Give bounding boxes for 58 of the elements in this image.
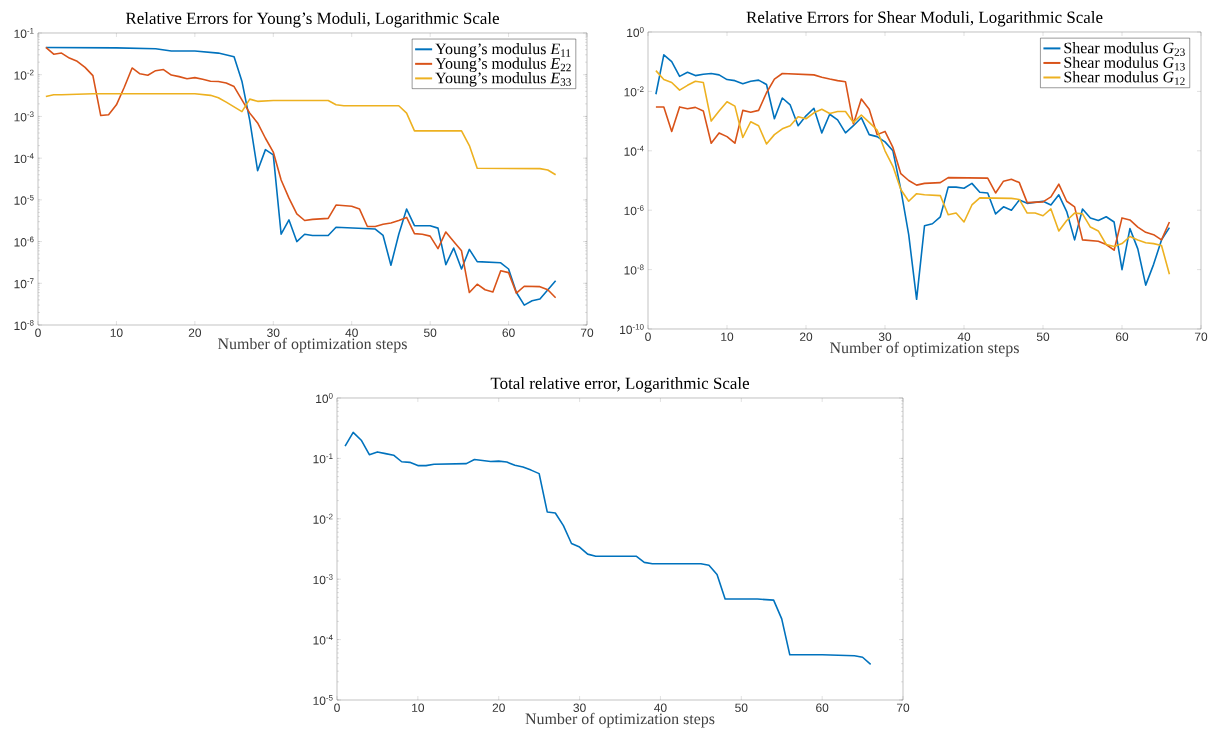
y-tick-label: 10$^{0}$ [316,392,333,403]
y-tick-label: 10$^{-10}$ [620,323,644,334]
x-tick-label: 70 [580,328,594,337]
y-tick-label: 10$^{-1}$ [313,453,333,464]
x-tick-label: 50 [735,703,748,712]
line-series [45,92,557,176]
y-tick-label: 10$^{-5}$ [14,194,34,205]
y-tick-label: 10$^{-8}$ [624,264,644,275]
legend-label: Young’s modulus E$_{11}$ [435,43,571,58]
x-tick-label: 50 [423,328,437,337]
x-tick-label: 0 [334,703,340,712]
chart-title: Relative Errors for Shear Moduli, Logarithmic Scale [746,10,1103,27]
y-tick-label: 10$^{-4}$ [313,634,333,645]
x-axis-title: Number of optimization steps [525,712,715,728]
x-tick-label: 40 [957,332,971,341]
x-tick-label: 70 [1194,332,1208,341]
y-tick-label: 10$^{-3}$ [14,111,34,122]
y-tick-label: 10$^{-6}$ [624,205,644,216]
y-tick-label: 10$^{-5}$ [313,695,333,705]
y-tick-label: 10$^{-2}$ [313,513,333,524]
x-tick-label: 0 [645,332,651,341]
y-tick-label: 10$^{-2}$ [624,86,644,97]
y-tick-label: 10$^{-2}$ [14,69,34,80]
x-tick-label: 70 [896,703,910,712]
x-tick-label: 20 [799,332,813,341]
x-tick-label: 0 [35,328,41,337]
y-tick-label: 10$^{-4}$ [624,145,644,156]
x-tick-label: 30 [878,332,892,341]
x-tick-label: 10 [721,332,734,341]
x-tick-label: 30 [573,703,586,712]
x-tick-label: 20 [492,703,505,712]
legend-label: Young’s modulus E$_{33}$ [435,72,571,87]
y-tick-label: 10$^{-1}$ [14,28,34,38]
x-tick-label: 30 [267,328,280,337]
x-tick-label: 60 [816,703,829,712]
x-axis-title: Number of optimization steps [830,341,1019,357]
legend-label: Shear modulus G$_{13}$ [1064,56,1185,71]
y-tick-label: 10$^{-3}$ [313,574,333,585]
line-series [344,431,872,666]
x-tick-label: 10 [110,328,123,337]
x-tick-label: 40 [345,328,358,337]
chart-title: Total relative error, Logarithmic Scale [490,377,750,393]
x-tick-label: 50 [1036,332,1050,341]
x-tick-label: 40 [654,703,667,712]
x-tick-label: 60 [1115,332,1129,341]
legend-label: Shear modulus G$_{23}$ [1064,42,1185,56]
x-tick-label: 10 [412,703,425,712]
y-tick-label: 10$^{0}$ [627,26,644,37]
x-tick-label: 20 [188,328,202,337]
x-axis-title: Number of optimization steps [217,337,407,353]
y-tick-label: 10$^{-7}$ [14,278,34,289]
legend-label: Young’s modulus E$_{22}$ [435,57,571,73]
y-tick-label: 10$^{-4}$ [14,153,34,164]
y-tick-label: 10$^{-6}$ [14,236,34,247]
legend-label: Shear modulus G$_{12}$ [1064,71,1185,85]
chart-title: Relative Errors for Young’s Moduli, Logarithmic Scale [125,11,499,28]
y-tick-label: 10$^{-8}$ [14,319,34,330]
x-tick-label: 60 [502,328,515,337]
